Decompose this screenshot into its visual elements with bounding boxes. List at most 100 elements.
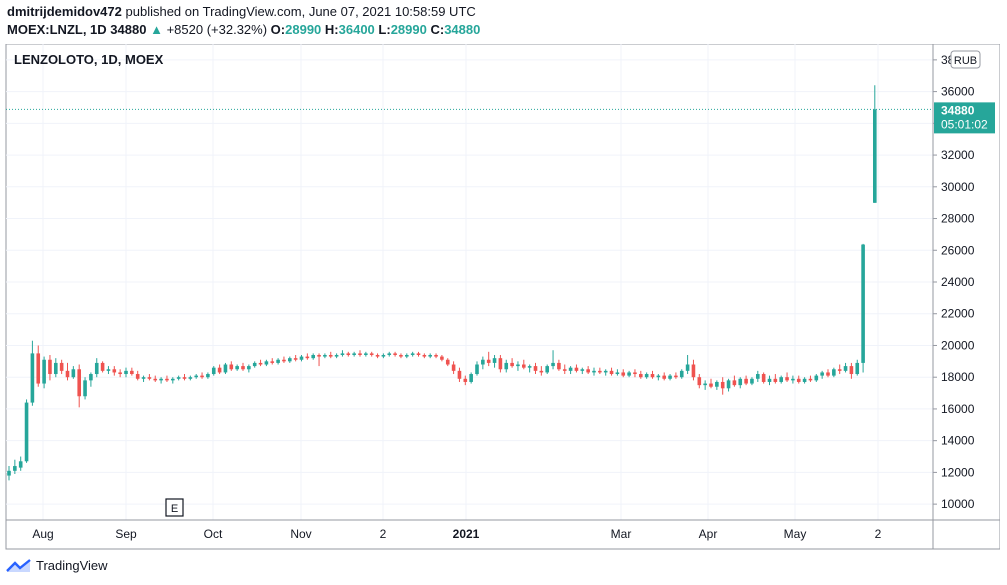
candle-body [492,358,497,363]
candle-body [13,466,17,471]
price-tick-label: 32000 [941,148,975,162]
currency-badge[interactable] [950,50,981,69]
close-value: 34880 [444,22,481,37]
earnings-event-marker[interactable] [165,498,184,517]
candle-body [135,374,140,379]
bar-countdown: 05:01:02 [941,117,988,131]
price-chart[interactable]: 10000 12000 14000 16000 18000 20000 22000 24000… [0,44,1000,556]
price-tick-label: 22000 [941,307,975,321]
time-tick-label: 2 [875,527,882,541]
candle-body [346,353,351,355]
candle-body [159,378,163,381]
candle-body [726,380,731,389]
candle-body [668,375,672,379]
candle-body [369,353,374,355]
candle-body [235,366,239,370]
high-value: 36400 [338,22,375,37]
chart-frame [5,44,1000,550]
candle-body [527,366,532,368]
candle-body [405,354,409,357]
candle-body [112,369,117,373]
candle-body [176,377,181,379]
candle-body [720,381,725,389]
candle-body [440,356,444,360]
published-text: published on TradingView.com, June 07, 2… [125,4,476,19]
candle-body [469,374,473,382]
candle-body [264,361,269,365]
time-axis[interactable]: Aug Sep Oct Nov 2 2021 Mar Apr May 2 [32,527,881,541]
high-label: H: [324,22,339,37]
candle-body [7,470,11,476]
currency-label: RUB [954,55,977,67]
candle-body [796,378,801,382]
candle-body [756,374,760,379]
symbol-label: MOEX:LNZL, 1D [7,22,107,37]
candle-body [603,370,608,373]
candle-body [738,378,743,386]
candle-body [42,359,46,384]
candle-body [814,375,819,381]
candle-body [574,367,579,371]
time-tick-label: Apr [699,527,718,541]
candle-body [106,369,111,371]
candle-body [317,354,321,357]
candle-body [545,366,549,373]
candle-body [463,378,468,382]
price-tick-label: 18000 [941,370,975,384]
candle-body [849,366,854,375]
candle-body [59,362,64,371]
candle-body [609,370,614,375]
price-tick-label: 14000 [941,434,975,448]
author-name[interactable]: dmitrijdemidov472 [7,4,122,19]
candle-body [422,354,427,357]
candle-body [328,354,333,357]
publish-info: dmitrijdemidov472 published on TradingVi… [7,4,476,19]
candle-body [124,370,128,375]
candle-body [475,364,479,375]
candle-body [785,377,789,381]
candle-body [750,378,754,384]
change-arrow-icon: ▲ [150,22,163,37]
candle-body [54,362,58,375]
candle-body [194,375,198,378]
candle-body [445,359,450,365]
candle-body [855,362,860,375]
tradingview-brand[interactable]: TradingView [36,558,108,573]
candle-body [211,367,216,375]
time-tick-label: 2 [380,527,387,541]
candle-body [206,374,210,378]
candle-body [293,358,298,360]
candle-body [451,364,456,371]
candle-body [352,353,356,355]
candle-body [171,378,175,381]
price-tick-label: 28000 [941,212,975,226]
candle-body [89,374,93,381]
price-tick-label: 24000 [941,275,975,289]
candle-body [94,362,99,375]
time-tick-label: Oct [204,527,223,541]
price-tick-label: 36000 [941,85,975,99]
time-tick-label: May [784,527,807,541]
candle-body [147,377,152,379]
close-label: C: [430,22,445,37]
candle-body [598,370,602,373]
time-tick-label: Aug [32,527,53,541]
candle-body [592,370,596,373]
candle-body [364,353,368,355]
open-label: O: [270,22,286,37]
candle-body [153,378,158,381]
candle-body [873,109,877,203]
candle-body [837,369,842,371]
candle-body [288,358,292,362]
candle-body [539,370,544,373]
candle-body [791,378,795,381]
candle-body [481,359,485,365]
last-price: 34880 [110,22,147,37]
candle-body [434,354,438,357]
price-axis[interactable]: 10000 12000 14000 16000 18000 20000 22000 24000… [933,53,975,511]
tradingview-logo-icon[interactable] [6,558,32,573]
candle-body [703,383,707,386]
candle-body [627,372,631,376]
candle-body [691,364,696,378]
candle-body [650,374,655,378]
